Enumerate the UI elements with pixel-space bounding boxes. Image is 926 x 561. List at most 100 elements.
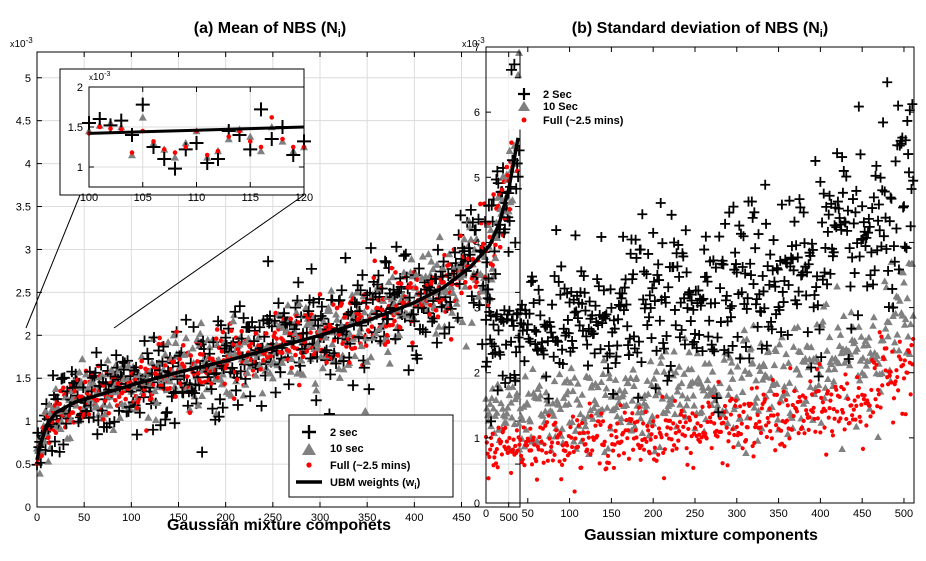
scatter-10sec-point [194,401,203,409]
scatter-10sec-point [335,373,344,381]
scatter-full-point [667,418,673,423]
scatter-10sec-point [789,342,798,350]
scatter-2sec-point [315,310,327,322]
scatter-10sec-point [269,357,278,365]
axes-frame [36,51,521,508]
scatter-2sec-point [139,335,151,347]
scatter-full-point [787,436,792,441]
scatter-10sec-point [72,401,81,409]
scatter-full-point [797,394,802,400]
scatter-10sec-point [850,337,859,345]
scatter-10sec-point [362,334,371,342]
scatter-2sec-point [764,279,775,290]
scatter-2sec-point [104,417,116,429]
scatter-2sec-point [879,186,890,197]
scatter-2sec-point [686,295,697,306]
scatter-full-point [334,305,340,311]
scatter-2sec-point [823,209,834,220]
scatter-2sec-point [229,306,241,318]
scatter-10sec-point [663,406,672,414]
scatter-full-point [898,357,903,362]
scatter-full-point [575,444,581,450]
scatter-full-point [487,454,492,460]
scatter-2sec-point [483,273,494,284]
scatter-full-point [834,409,840,414]
scatter-10sec-point [255,360,264,369]
scatter-10sec-point [483,404,491,412]
scatter-full-point [855,394,861,399]
scatter-full-point [759,406,764,411]
scatter-2sec-point [400,248,412,260]
scatter-full-point [674,446,679,451]
scatter-2sec-point [582,339,593,350]
scatter-2sec-point [847,252,858,263]
scatter-2sec-point [584,296,595,307]
scatter-2sec-point [825,268,836,279]
scatter-full-point [488,435,494,440]
scatter-full-point [181,364,187,369]
scatter-2sec-point [746,196,757,207]
y-tick-label: 0 [25,502,31,514]
scatter-full-point [531,435,536,440]
scatter-2sec-point [725,312,736,323]
scatter-2sec-point [904,105,915,116]
scatter-full-point [428,302,433,308]
scatter-full-point [827,406,832,411]
scatter-10sec-point [847,308,856,316]
inset-exp-power: -3 [104,71,110,78]
scatter-10sec-point [891,309,900,317]
scatter-full-point [792,388,797,394]
scatter-10sec-point [726,353,734,361]
scatter-2sec-point [863,227,874,238]
scatter-full-point [537,435,542,440]
scatter-full-point [834,387,839,392]
scatter-full-point [529,448,534,453]
scatter-2sec-point [802,327,813,338]
right-legend-entry-full: Full (~2.5 mins) [521,115,624,127]
scatter-10sec-point [205,342,214,351]
scatter-2sec-point [54,446,66,458]
scatter-full-point [507,206,512,212]
scatter-full-point [441,279,446,285]
scatter-2sec-point [814,324,825,335]
scatter-2sec-point [552,336,563,347]
scatter-10sec-point [573,395,581,403]
scatter-full-point [673,430,678,436]
scatter-full-point [606,460,611,466]
scatter-2sec-point [617,288,628,299]
scatter-full-point [857,414,862,419]
scatter-2sec-point [562,314,573,325]
scatter-10sec-point [458,317,467,326]
scatter-full-point [392,318,397,324]
scatter-10sec-point [603,403,612,411]
scatter-10sec-point [788,414,796,421]
scatter-10sec-point [734,440,743,447]
scatter-2sec-point [708,255,719,266]
scatter-10sec-point [476,269,485,278]
scatter-full-point [862,393,867,398]
scatter-10sec-point [569,437,578,445]
scatter-full-point [219,349,225,354]
scatter-2sec-point [549,270,560,281]
scatter-2sec-point [230,384,242,396]
scatter-2sec-point [638,266,649,277]
scatter-2sec-point [660,297,671,308]
inset-axes: 100 105 110 115 120 1 1.5 2 [68,82,313,204]
scatter-full-point [741,409,746,414]
scatter-full-point [665,425,670,430]
scatter-2sec-point [551,225,562,236]
scatter-full-point [213,336,219,342]
scatter-full-point [385,339,391,345]
scatter-full-point [180,343,186,348]
scatter-2sec-point [608,388,619,399]
scatter-10sec-point [657,352,666,360]
scatter-2sec-point [662,375,673,386]
scatter-10sec-point [533,437,541,444]
scatter-10sec-point [697,407,706,415]
scatter-10sec-point [642,401,651,409]
scatter-10sec-point [751,398,759,406]
scatter-2sec-point [669,304,680,315]
scatter-2sec-point [541,371,552,382]
scatter-full-point [308,330,313,335]
scatter-2sec-point [730,259,741,270]
